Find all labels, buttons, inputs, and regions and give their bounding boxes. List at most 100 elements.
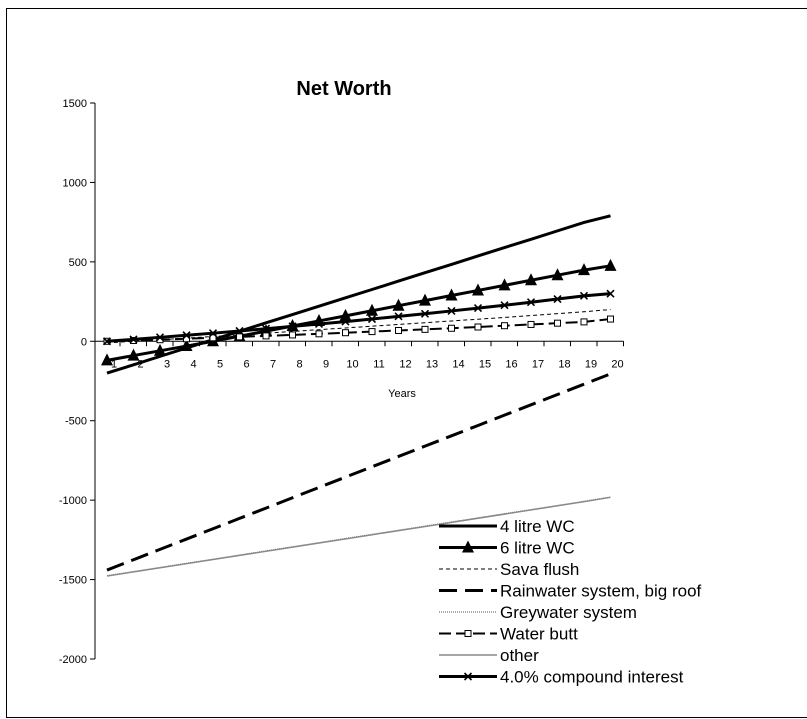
- legend-marker: [464, 630, 472, 637]
- data-point: [101, 353, 113, 366]
- x-marker-stroke: [394, 312, 403, 321]
- x-tick-label: 4: [190, 358, 196, 370]
- data-point: [129, 335, 138, 344]
- legend-marker: [463, 672, 473, 681]
- y-axis: -2000 -1500 -1000 -500 0 500 1000 1500: [59, 98, 96, 666]
- data-point: [526, 298, 536, 307]
- x-tick-label: 7: [270, 358, 276, 370]
- data-point: [604, 258, 617, 271]
- data-point: [341, 317, 350, 326]
- series-line: [106, 309, 611, 344]
- x-marker-stroke: [463, 672, 473, 681]
- data-point: [447, 306, 456, 316]
- data-point: [553, 294, 562, 304]
- legend-label: 4 litre WC: [500, 517, 575, 536]
- chart-frame: Net Worth -2000 -1500 -1000 -500 0 500 1000 150…: [6, 8, 807, 718]
- series-6: [106, 496, 611, 577]
- data-point: [180, 339, 193, 352]
- series-7: [102, 289, 615, 346]
- x-tick-label: 9: [323, 358, 329, 370]
- y-tick-label: 0: [81, 336, 87, 348]
- legend-label: 4.0% compound interest: [500, 668, 684, 687]
- x-tick-label: 10: [346, 358, 358, 370]
- x-marker-stroke: [182, 331, 191, 340]
- x-axis-label: Years: [388, 388, 416, 400]
- data-point: [155, 333, 165, 342]
- data-point: [394, 312, 403, 321]
- data-point: [500, 301, 509, 310]
- x-tick-label: 8: [296, 358, 302, 370]
- data-point: [525, 273, 537, 286]
- x-marker-stroke: [235, 326, 244, 336]
- series-line: [106, 318, 611, 343]
- y-tick-label: 1500: [63, 98, 87, 110]
- data-point: [182, 331, 191, 340]
- x-tick-label: 15: [479, 358, 491, 370]
- x-marker-stroke: [606, 289, 615, 298]
- legend-label: 6 litre WC: [500, 539, 575, 558]
- data-point: [472, 283, 484, 296]
- legend-item: 6 litre WC: [439, 539, 575, 558]
- x-marker-stroke: [288, 322, 297, 331]
- x-marker-stroke: [420, 309, 430, 318]
- data-point: [578, 263, 590, 276]
- x-tick-label: 3: [164, 358, 170, 370]
- data-point: [208, 329, 218, 338]
- data-point: [315, 330, 323, 338]
- legend-item: Greywater system: [439, 603, 637, 622]
- chart-title: Net Worth: [296, 78, 391, 100]
- data-point: [551, 268, 564, 281]
- y-tick-label: -1500: [59, 575, 87, 587]
- data-point: [420, 309, 430, 318]
- legend-label: other: [500, 646, 539, 665]
- series-line: [106, 496, 611, 577]
- data-point: [367, 314, 377, 324]
- y-tick-label: 1000: [63, 177, 87, 189]
- x-marker-stroke: [341, 317, 350, 326]
- data-point: [342, 329, 349, 337]
- data-point: [448, 324, 455, 332]
- data-point: [127, 348, 140, 361]
- legend-item: other: [439, 646, 539, 665]
- series-layer: [101, 214, 617, 577]
- x-tick-label: 12: [399, 358, 411, 370]
- data-point: [366, 303, 378, 316]
- x-marker-stroke: [314, 319, 324, 329]
- data-point: [262, 332, 270, 340]
- x-tick-label: 5: [217, 358, 223, 370]
- series-2: [106, 309, 611, 344]
- data-point: [392, 298, 405, 311]
- data-point: [421, 325, 429, 333]
- x-tick-label: 20: [611, 358, 623, 370]
- legend-item: Rainwater system, big roof: [439, 582, 702, 601]
- data-point: [236, 333, 243, 341]
- series-line: [106, 372, 612, 572]
- x-tick-label: 18: [558, 358, 570, 370]
- y-tick-label: -2000: [59, 654, 87, 666]
- data-point: [209, 334, 217, 342]
- legend: 4 litre WC 6 litre WC Sava flush Rainwater …: [439, 517, 702, 687]
- data-point: [314, 319, 324, 329]
- data-point: [607, 315, 614, 323]
- x-tick-label: 1: [111, 358, 117, 370]
- data-point: [579, 291, 589, 300]
- series-3: [106, 372, 612, 572]
- x-marker-stroke: [129, 335, 138, 344]
- x-marker-stroke: [447, 306, 456, 316]
- x-marker-stroke: [579, 291, 589, 300]
- y-tick-label: 500: [69, 257, 87, 269]
- x-marker-stroke: [102, 337, 112, 346]
- x-marker-stroke: [553, 294, 562, 304]
- x-axis: 1 2 3 4 5 6 7 8 9 10 11 12 13 14 15 16 17 18 19 20: [95, 340, 624, 370]
- data-point: [473, 304, 483, 313]
- net-worth-chart: Net Worth -2000 -1500 -1000 -500 0 500 1000 150…: [59, 78, 702, 687]
- x-tick-label: 2: [137, 358, 143, 370]
- x-marker-stroke: [473, 304, 483, 313]
- series-line: [106, 292, 611, 343]
- legend-item: Sava flush: [439, 560, 579, 579]
- data-point: [235, 326, 244, 336]
- x-tick-label: 13: [426, 358, 438, 370]
- x-tick-label: 6: [243, 358, 249, 370]
- legend-label: Water butt: [500, 625, 578, 644]
- data-point: [154, 343, 166, 356]
